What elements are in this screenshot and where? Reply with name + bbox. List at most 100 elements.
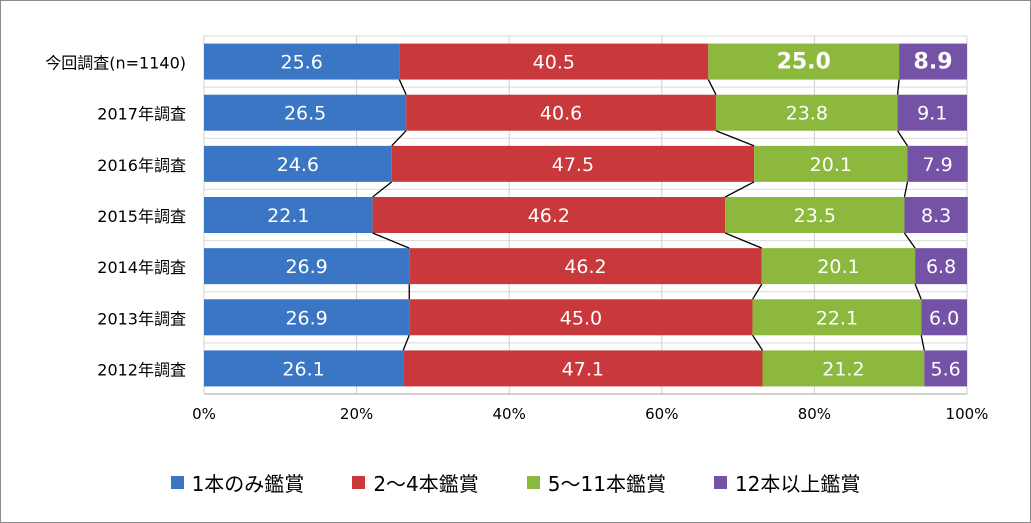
legend-label-3: 5～11本鑑賞 [547,471,666,496]
bar-r3-s3 [904,197,968,233]
x-tick-label-2: 40% [493,405,526,423]
category-label-0: 今回調査(n=1140) [45,54,186,73]
series-line-r3-b2 [903,232,916,249]
data-label-r0-s3: 8.9 [914,50,953,75]
category-label-2: 2016年調査 [97,156,186,175]
data-label-r3-s0: 22.1 [267,205,309,227]
x-tick-label-4: 80% [798,405,831,423]
bar-r2-s2 [754,145,908,182]
bar-r5-s0 [204,299,410,336]
data-label-r5-s3: 6.0 [929,307,959,329]
category-label-4: 2014年調査 [97,258,186,277]
bar-r0-s1 [399,43,709,80]
data-label-r6-s3: 5.6 [931,358,961,380]
bar-r1-s0 [204,94,407,131]
series-line-r4-b2 [914,283,922,300]
bar-r0-s0 [204,43,400,80]
bar-r3-s2 [725,197,905,233]
x-tick-label-5: 100% [946,405,989,423]
bar-r1-s1 [406,94,716,131]
x-tick-label-1: 20% [340,405,373,423]
bar-r1-s2 [715,94,898,131]
series-line-r5-b2 [920,335,925,351]
data-label-r0-s2: 25.0 [777,50,831,75]
bar-r4-s2 [761,248,916,285]
data-label-r6-s1: 47.1 [562,358,604,380]
bar-r3-s1 [372,197,726,233]
category-label-5: 2013年調査 [97,309,186,328]
bar-r0-s3 [899,43,967,80]
bar-r5-s3 [921,299,967,336]
category-label-6: 2012年調査 [97,360,186,379]
data-label-r5-s0: 26.9 [285,307,327,329]
legend-label-1: 1本のみ鑑賞 [191,471,305,496]
series-line-r2-b0 [372,181,393,198]
data-label-r0-s0: 25.6 [281,52,323,74]
legend: 1本のみ鑑賞 2～4本鑑賞 5～11本鑑賞 12本以上鑑賞 [0,464,1031,500]
series-line-r0-b0 [398,79,407,95]
series-line-r1-b1 [715,130,755,147]
series-line-r5-b0 [402,335,410,351]
series-line-r5-b1 [752,334,764,351]
data-label-r6-s2: 21.2 [822,358,864,380]
bar-r4-s1 [409,248,762,285]
series-line-r3-b0 [372,232,410,249]
series-line-r3-b1 [724,232,763,249]
data-label-r4-s0: 26.9 [285,256,327,278]
bar-r6-s3 [924,350,967,387]
legend-item-2: 2～4本鑑賞 [352,468,479,497]
data-label-r3-s3: 8.3 [921,205,951,227]
data-label-r0-s1: 40.5 [533,52,575,74]
bar-r6-s1 [403,350,763,387]
data-label-r1-s0: 26.5 [284,103,326,125]
bar-r2-s0 [204,145,392,182]
series-line-r0-b2 [896,79,900,95]
data-label-r2-s0: 24.6 [277,154,319,176]
data-label-r5-s1: 45.0 [560,307,602,329]
data-label-r1-s3: 9.1 [917,103,947,125]
series-line-r2-b2 [903,181,909,198]
data-label-r5-s2: 22.1 [816,307,858,329]
legend-label-2: 2～4本鑑賞 [373,471,479,496]
data-label-r1-s2: 23.8 [786,103,828,125]
data-label-r2-s3: 7.9 [923,154,953,176]
legend-item-3: 5～11本鑑賞 [526,468,666,497]
data-label-r4-s1: 46.2 [564,256,606,278]
data-label-r4-s2: 20.1 [817,256,859,278]
category-label-1: 2017年調査 [97,105,186,124]
series-line-r4-b1 [752,283,763,300]
bar-r6-s0 [204,350,404,387]
series-line-r2-b1 [724,181,755,198]
legend-swatch-4 [713,475,727,489]
data-label-r3-s1: 46.2 [528,205,570,227]
data-label-r6-s0: 26.1 [282,358,324,380]
legend-label-4: 12本以上鑑賞 [734,471,861,496]
legend-swatch-3 [526,475,540,489]
data-label-r4-s3: 6.8 [926,256,956,278]
data-label-r1-s1: 40.6 [540,103,582,125]
bar-r0-s2 [708,43,900,80]
legend-swatch-1 [170,475,184,489]
series-line-r0-b1 [707,79,717,96]
bar-r2-s3 [907,145,968,182]
data-label-r2-s2: 20.1 [810,154,852,176]
x-tick-label-0: 0% [192,405,216,423]
x-tick-label-3: 60% [645,405,678,423]
series-line-r1-b2 [897,130,909,147]
category-label-3: 2015年調査 [97,207,186,226]
legend-swatch-2 [352,475,366,489]
bar-r4-s0 [204,248,410,285]
bar-r5-s1 [409,299,753,336]
bar-r4-s3 [915,248,967,285]
bar-r3-s0 [204,197,373,233]
legend-item-1: 1本のみ鑑賞 [170,468,305,497]
bar-r5-s2 [752,299,922,336]
bar-r1-s3 [897,94,967,131]
series-line-r1-b0 [391,130,407,147]
bar-r6-s2 [762,350,925,387]
data-label-r3-s2: 23.5 [794,205,836,227]
bar-r2-s1 [391,145,755,182]
legend-item-4: 12本以上鑑賞 [713,468,861,497]
data-label-r2-s1: 47.5 [552,154,594,176]
